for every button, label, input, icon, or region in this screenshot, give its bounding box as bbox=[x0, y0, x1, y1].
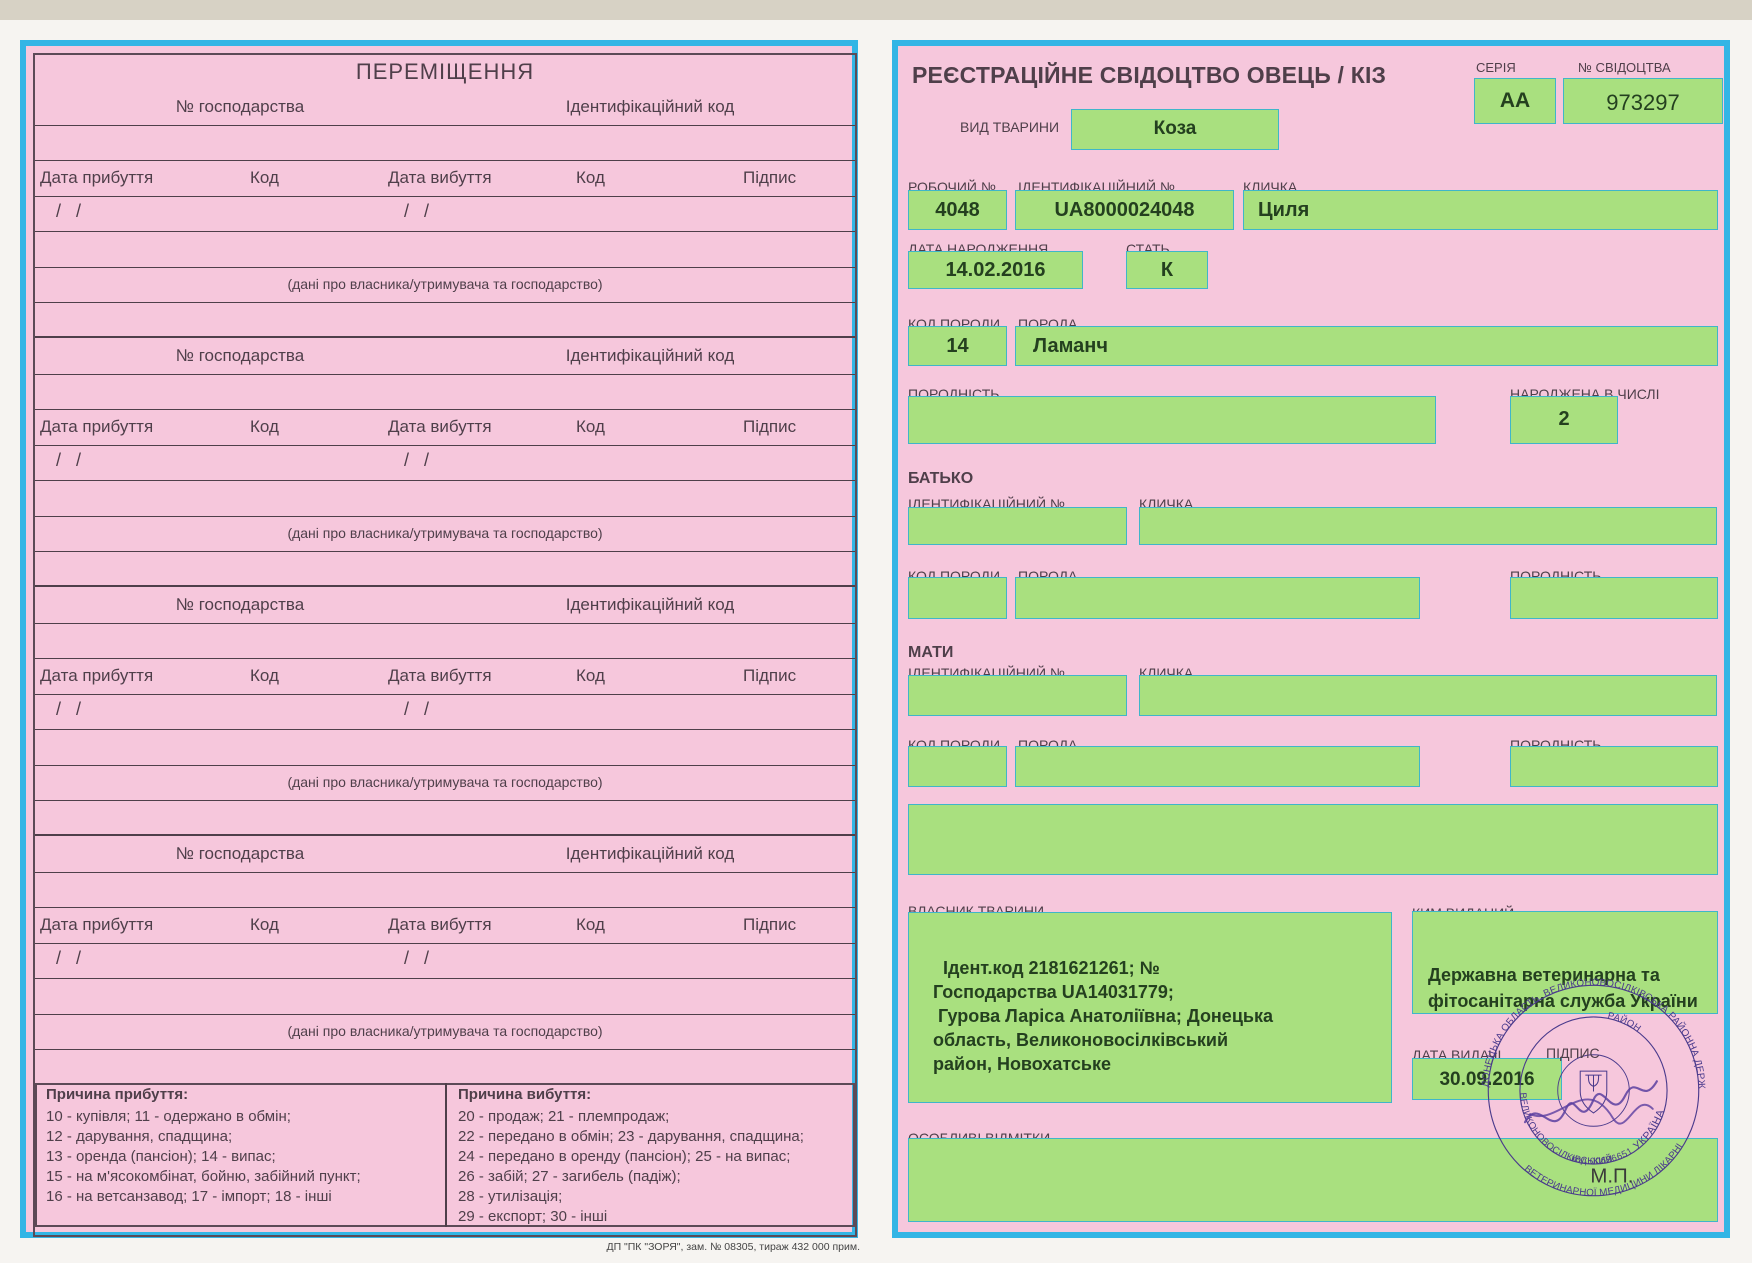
svg-text:код 00696651: код 00696651 bbox=[1570, 1145, 1634, 1166]
svg-text:ДОНЕЦЬКА ОБЛАСТЬ. ВЕЛИКОНОВОСІ: ДОНЕЦЬКА ОБЛАСТЬ. ВЕЛИКОНОВОСІЛКІВСЬКА Р… bbox=[1476, 973, 1707, 1089]
svg-text:РАЙОН: РАЙОН bbox=[1607, 1010, 1643, 1034]
svg-text:УКРАЇНА: УКРАЇНА bbox=[1631, 1108, 1667, 1153]
svg-text:М.П.: М.П. bbox=[1590, 1165, 1633, 1187]
